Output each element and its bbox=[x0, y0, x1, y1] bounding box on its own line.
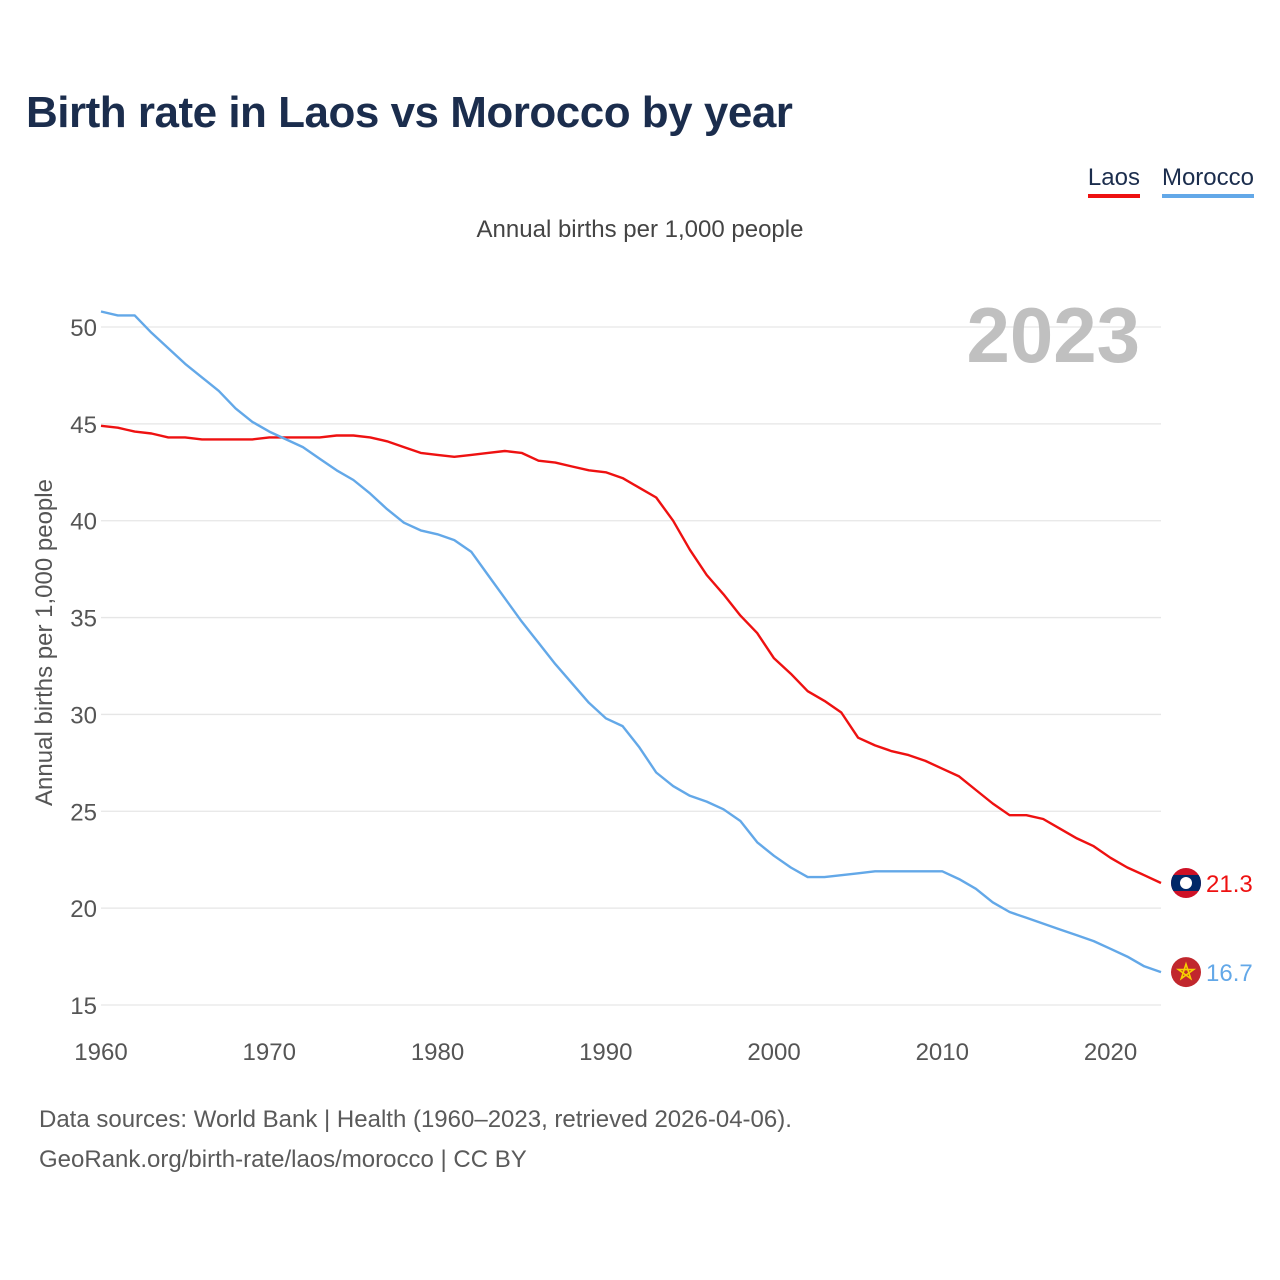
y-tick-label: 25 bbox=[70, 799, 97, 826]
legend-item-morocco[interactable]: Morocco bbox=[1161, 164, 1254, 198]
y-tick-label: 50 bbox=[70, 315, 97, 342]
legend-item-laos[interactable]: Laos bbox=[1087, 164, 1140, 198]
x-tick-label: 1970 bbox=[243, 1039, 296, 1066]
y-tick-label: 15 bbox=[70, 993, 97, 1020]
x-tick-label: 1990 bbox=[579, 1039, 632, 1066]
x-tick-label: 2020 bbox=[1084, 1039, 1137, 1066]
x-tick-label: 2000 bbox=[747, 1039, 800, 1066]
x-tick-label: 1960 bbox=[74, 1039, 127, 1066]
chart-subtitle: Annual births per 1,000 people bbox=[476, 216, 804, 243]
legend: Laos Morocco bbox=[1087, 164, 1254, 198]
y-axis-label: Annual births per 1,000 people bbox=[31, 479, 58, 806]
y-tick-label: 30 bbox=[70, 702, 97, 729]
end-value-label-laos: 21.3 bbox=[1206, 871, 1253, 898]
x-tick-label: 1980 bbox=[411, 1039, 464, 1066]
x-tick-label: 2010 bbox=[916, 1039, 969, 1066]
source-line-2[interactable]: GeoRank.org/birth-rate/laos/morocco | CC… bbox=[39, 1146, 527, 1173]
chart-title: Birth rate in Laos vs Morocco by year bbox=[26, 88, 793, 137]
y-tick-label: 40 bbox=[70, 509, 97, 536]
morocco-flag-icon bbox=[1171, 957, 1201, 988]
series-line-laos[interactable] bbox=[100, 424, 1162, 885]
end-value-label-morocco: 16.7 bbox=[1206, 960, 1253, 987]
y-tick-label: 35 bbox=[70, 606, 97, 633]
line-chart: 15 20 25 30 35 40 45 50 1960 1970 1980 1990 2000 2010… bbox=[31, 291, 1253, 1066]
y-tick-label: 45 bbox=[70, 412, 97, 439]
laos-flag-icon bbox=[1171, 867, 1201, 898]
source-line-1: Data sources: World Bank | Health (1960–… bbox=[39, 1106, 792, 1133]
y-tick-label: 20 bbox=[70, 896, 97, 923]
series-line-morocco[interactable] bbox=[100, 310, 1162, 974]
year-overlay: 2023 bbox=[966, 291, 1140, 379]
